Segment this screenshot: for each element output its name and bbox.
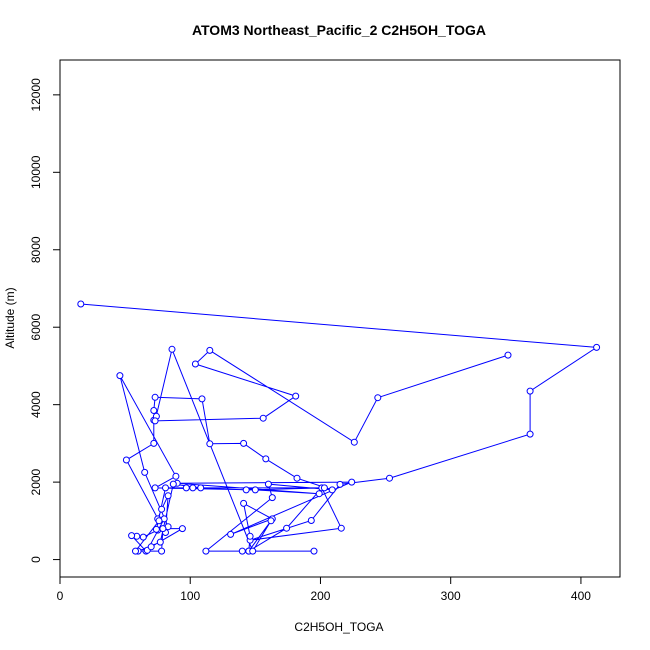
data-point: [386, 474, 393, 482]
data-point: [227, 530, 235, 538]
data-point: [122, 456, 130, 464]
data-point: [350, 438, 358, 446]
data-point: [264, 480, 272, 488]
data-point: [158, 547, 166, 555]
data-point: [251, 486, 259, 494]
data-point: [336, 480, 344, 488]
data-point: [593, 343, 601, 351]
x-tick-label: 200: [310, 589, 330, 603]
data-point: [526, 387, 534, 395]
data-point: [116, 372, 124, 380]
data-point: [374, 394, 382, 402]
data-point: [242, 486, 250, 494]
data-point: [307, 517, 315, 524]
y-tick-label: 12000: [29, 78, 43, 112]
data-point: [337, 524, 345, 532]
data-point: [162, 484, 169, 492]
plot-area-frame: [59, 59, 621, 578]
data-point: [504, 351, 512, 359]
data-point: [292, 392, 300, 400]
data-point: [197, 484, 205, 492]
data-point: [178, 525, 186, 533]
data-point: [139, 533, 147, 541]
data-point: [310, 547, 318, 555]
data-point: [259, 414, 267, 422]
x-tick-label: 0: [57, 589, 64, 603]
x-tick-label: 400: [571, 589, 591, 603]
data-point: [293, 474, 301, 482]
data-point: [249, 547, 257, 555]
y-tick-label: 4000: [29, 391, 43, 418]
data-point: [268, 494, 276, 502]
chart-title: ATOM3 Northeast_Pacific_2 C2H5OH_TOGA: [192, 22, 486, 38]
data-point: [147, 543, 155, 551]
data-point: [172, 472, 180, 480]
data-point: [77, 300, 85, 308]
x-tick-label: 100: [180, 589, 200, 603]
y-tick-label: 8000: [29, 236, 43, 263]
data-point: [206, 346, 214, 354]
data-point: [141, 468, 149, 476]
data-point: [240, 499, 248, 507]
data-point: [202, 547, 210, 555]
data-point: [169, 480, 177, 488]
data-point: [159, 525, 167, 533]
y-tick-label: 0: [29, 556, 43, 563]
data-point: [246, 532, 254, 540]
series-line: [80, 303, 599, 553]
data-point: [151, 484, 159, 492]
data-point: [151, 393, 159, 401]
data-point: [150, 407, 158, 414]
data-point: [315, 490, 323, 498]
data-point: [158, 505, 166, 513]
x-tick-label: 300: [441, 589, 461, 603]
data-point: [128, 532, 136, 540]
data-point: [206, 440, 214, 448]
data-point: [320, 484, 328, 492]
data-point: [283, 524, 291, 532]
y-axis-label: Altitude (m): [3, 287, 17, 348]
x-axis: 0 100 200 300 400: [57, 576, 591, 603]
y-tick-label: 10000: [29, 155, 43, 189]
data-point: [155, 517, 163, 525]
data-point: [150, 439, 158, 447]
data-point: [156, 538, 164, 546]
data-point: [526, 430, 534, 438]
data-point: [189, 484, 197, 492]
y-tick-label: 2000: [29, 468, 43, 495]
data-point: [152, 525, 160, 533]
data-point: [348, 478, 356, 486]
x-axis-label: C2H5OH_TOGA: [294, 620, 383, 634]
data-point: [164, 492, 172, 500]
data-point: [198, 395, 206, 403]
y-axis: 0 2000 4000 6000 8000 10000 12000: [29, 78, 61, 563]
series-layer: [77, 300, 601, 555]
data-point: [328, 486, 336, 494]
data-point: [132, 547, 139, 555]
data-point: [182, 484, 190, 492]
data-point: [191, 360, 199, 368]
y-tick-label: 6000: [29, 314, 43, 341]
data-point: [168, 345, 176, 353]
data-point: [238, 547, 246, 555]
data-point: [240, 439, 248, 447]
data-point: [151, 417, 159, 425]
data-point: [262, 455, 270, 463]
data-point: [267, 517, 275, 525]
